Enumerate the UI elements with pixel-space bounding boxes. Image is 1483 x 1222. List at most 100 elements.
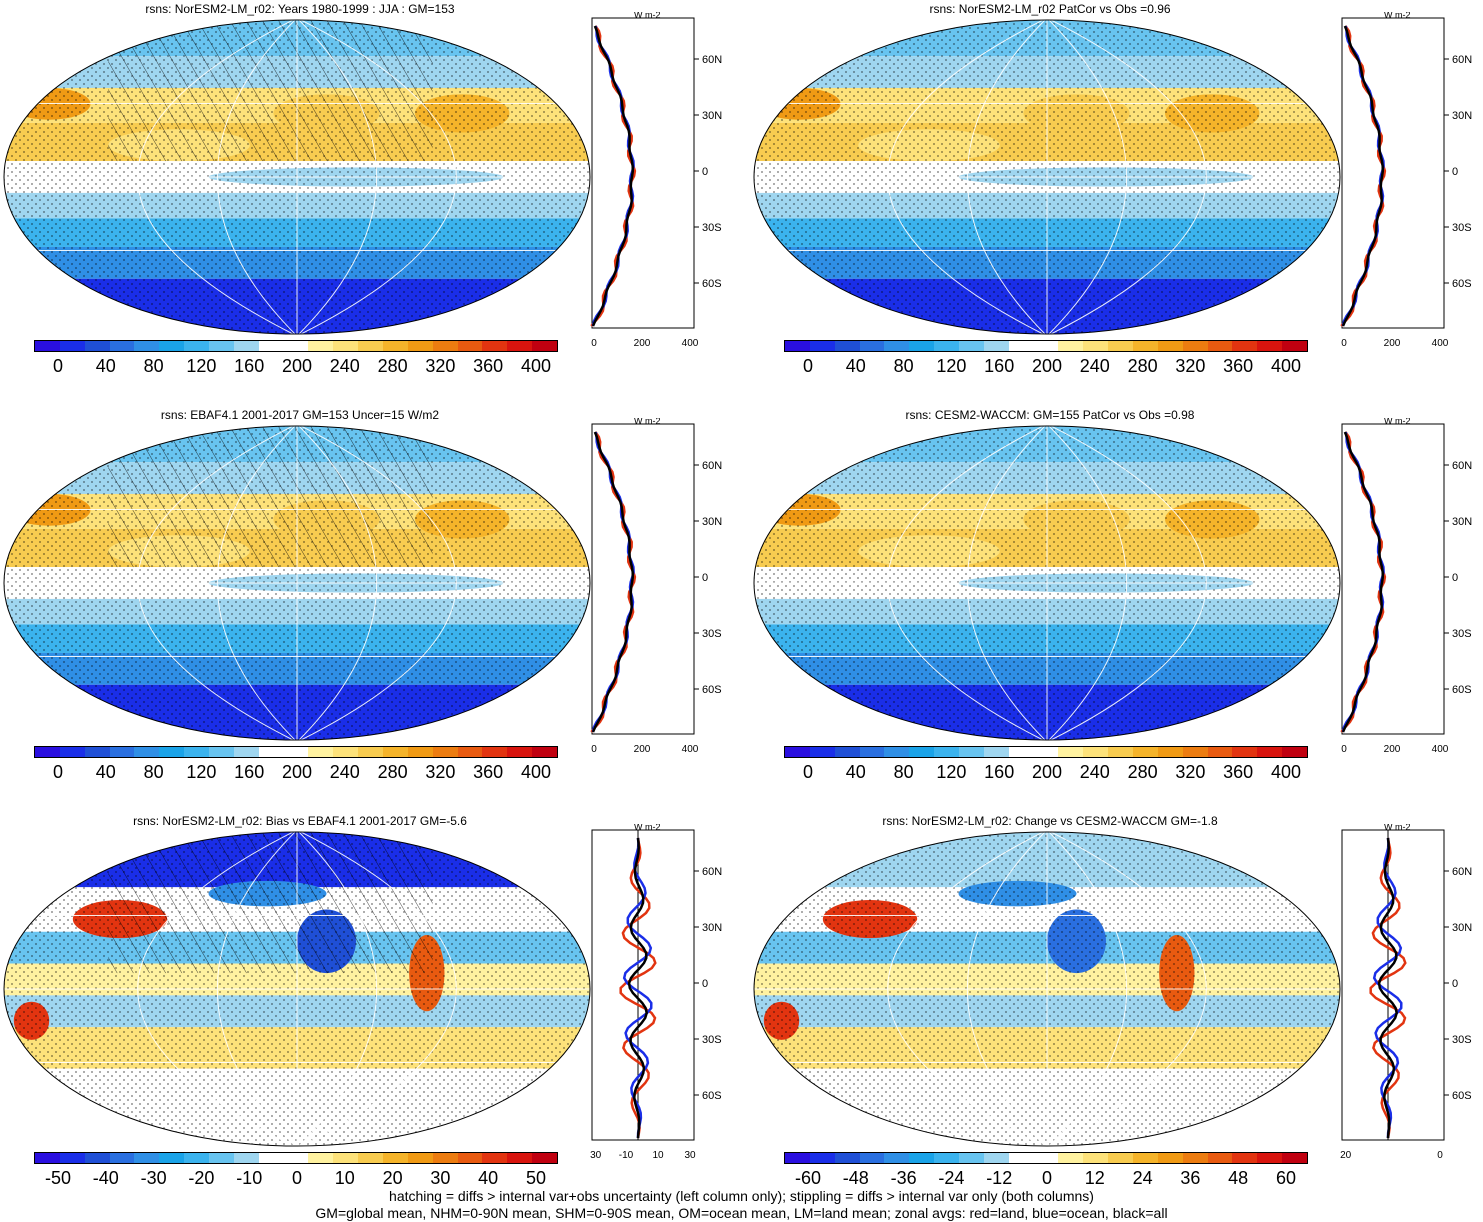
zonal-lat-label: 0 <box>1452 166 1458 178</box>
zonal-x-label: 200 <box>1384 338 1401 349</box>
zonal-x-label: 10 <box>652 1150 664 1161</box>
graticule-meridian <box>296 20 457 334</box>
zonal-lat-label: 60S <box>1452 278 1472 290</box>
zonal-lat-label: 0 <box>1452 572 1458 584</box>
colorbar-swatch <box>184 341 210 351</box>
panel-title: rsns: NorESM2-LM_r02: Bias vs EBAF4.1 20… <box>133 814 467 828</box>
graticule-meridian <box>296 426 457 740</box>
zonal-lat-label: 0 <box>702 166 708 178</box>
zonal-lat-label: 30S <box>702 1034 722 1046</box>
hatching-overlay <box>108 832 433 974</box>
colorbar <box>34 340 558 352</box>
colorbar-swatch <box>785 747 810 757</box>
zonal-x-label: 200 <box>634 338 651 349</box>
colorbar-swatch <box>507 747 533 757</box>
zonal-x-label: 0 <box>591 744 597 755</box>
colorbar-swatch <box>432 747 458 757</box>
zonal-lat-label: 30N <box>702 110 722 122</box>
colorbar-swatch <box>383 341 408 351</box>
hatching-overlay <box>108 426 433 568</box>
colorbar-swatch <box>1108 1153 1134 1163</box>
colorbar-swatch <box>1133 1153 1158 1163</box>
graticule-meridian <box>296 832 457 1146</box>
colorbar-swatch <box>959 1153 984 1163</box>
zonal-x-label: 200 <box>1384 744 1401 755</box>
map-outline <box>753 831 1341 1147</box>
colorbar-swatch <box>258 341 284 351</box>
colorbar-swatch <box>1033 341 1059 351</box>
colorbar-swatch <box>283 1153 309 1163</box>
zonal-lat-label: 30S <box>1452 628 1472 640</box>
zonal-lat-label: 30N <box>1452 922 1472 934</box>
zonal-x-label: 200 <box>634 744 651 755</box>
colorbar-swatch <box>457 341 483 351</box>
colorbar-swatch <box>184 747 210 757</box>
colorbar-swatch <box>1232 747 1258 757</box>
colorbar-swatch <box>1083 341 1109 351</box>
footer-line-2: GM=global mean, NHM=0-90N mean, SHM=0-90… <box>315 1205 1168 1221</box>
zonal-lat-label: 60N <box>702 54 722 66</box>
colorbar-swatch <box>809 747 835 757</box>
colorbar-swatch <box>59 747 85 757</box>
colorbar-swatch <box>35 1153 60 1163</box>
colorbar-labels: 0 40 80 120 160 200 240 280 320 360 400 <box>803 762 1301 782</box>
colorbar-swatch <box>159 747 185 757</box>
colorbar-swatch <box>1083 1153 1109 1163</box>
colorbar-swatch <box>884 341 910 351</box>
colorbar <box>784 340 1308 352</box>
colorbar-swatch <box>809 341 835 351</box>
zonal-frame <box>591 829 695 1141</box>
colorbar-swatch <box>209 341 234 351</box>
map-outline <box>3 425 591 741</box>
graticule-meridian <box>967 832 1048 1146</box>
colorbar-swatch <box>358 341 384 351</box>
colorbar-swatch <box>1083 747 1109 757</box>
zonal-lat-label: 60N <box>1452 866 1472 878</box>
colorbar-swatch <box>834 747 860 757</box>
colorbar-swatch <box>934 341 960 351</box>
colorbar-swatch <box>1257 747 1283 757</box>
zonal-x-label: 0 <box>1341 338 1347 349</box>
graticule-meridian <box>1046 20 1127 334</box>
zonal-frame <box>591 17 695 329</box>
colorbar-swatch <box>134 747 160 757</box>
colorbar-swatch <box>432 1153 458 1163</box>
world-map <box>3 19 591 335</box>
graticule-meridian <box>887 832 1048 1146</box>
zonal-average-plot: W m-2 60N 30N 0 30S 60S 0 200 400 <box>590 418 722 755</box>
zonal-land-curve <box>1369 837 1407 1139</box>
colorbar-swatch <box>507 341 533 351</box>
colorbar-swatch <box>1108 341 1134 351</box>
colorbar-swatch <box>159 1153 185 1163</box>
colorbar-labels: -60 -48 -36 -24 -12 0 12 24 36 48 60 <box>795 1168 1296 1188</box>
colorbar-swatch <box>233 341 259 351</box>
colorbar-labels: 0 40 80 120 160 200 240 280 320 360 400 <box>53 356 551 376</box>
zonal-average-plot: W m-2 60N 30N 0 30S 60S 0 200 400 <box>1340 12 1472 349</box>
zonal-unit-label: W m-2 <box>1384 824 1411 832</box>
colorbar-swatch <box>1182 747 1208 757</box>
zonal-average-plot: W m-2 60N 30N 0 30S 60S 0 200 400 <box>1340 418 1472 755</box>
colorbar-swatch <box>308 747 334 757</box>
colorbar-swatch <box>283 747 309 757</box>
zonal-unit-label: W m-2 <box>1384 12 1411 20</box>
zonal-all-curve <box>1341 25 1385 327</box>
zonal-land-curve <box>590 25 637 327</box>
colorbar-swatch <box>884 1153 910 1163</box>
colorbar-swatch <box>109 341 135 351</box>
colorbar-swatch <box>1182 1153 1208 1163</box>
zonal-lat-label: 60N <box>1452 460 1472 472</box>
zonal-unit-label: W m-2 <box>634 418 661 426</box>
colorbar-swatch <box>983 1153 1009 1163</box>
colorbar-swatch <box>109 747 135 757</box>
world-map <box>753 19 1341 335</box>
zonal-ocean-curve <box>622 837 653 1139</box>
colorbar-swatch <box>59 341 85 351</box>
colorbar-swatch <box>983 341 1009 351</box>
colorbar-swatch <box>333 747 359 757</box>
colorbar-swatch <box>209 747 234 757</box>
zonal-frame <box>1341 17 1445 329</box>
zonal-average-plot: W m-2 60N 30N 0 30S 60S -30 -10 10 30 <box>590 824 722 1161</box>
colorbar-swatch <box>407 1153 433 1163</box>
colorbar-swatch <box>1207 747 1233 757</box>
colorbar-swatch <box>1033 747 1059 757</box>
